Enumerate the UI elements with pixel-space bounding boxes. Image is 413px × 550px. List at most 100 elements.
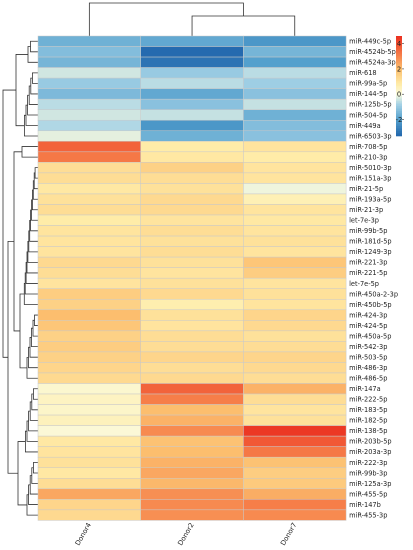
row-label: miR-222-5p [349, 396, 387, 404]
heatmap-cell [37, 130, 141, 142]
colorbar-segment [396, 66, 402, 68]
colorbar-segment [396, 86, 402, 88]
heatmap-cell [243, 56, 347, 68]
heatmap-cell [243, 330, 347, 342]
dendrogram-branch [30, 77, 38, 95]
heatmap-cell [140, 214, 244, 226]
heatmap-cell [140, 393, 244, 405]
heatmap-cell [140, 56, 244, 68]
colorbar-segment [396, 62, 402, 65]
dendrogram-branch [30, 40, 38, 53]
colorbar-segment [396, 51, 402, 53]
heatmap-cell [243, 383, 347, 395]
heatmap-cell [37, 77, 141, 89]
heatmap-cell [37, 393, 141, 405]
heatmap-cell [37, 372, 141, 384]
heatmap-cell [140, 225, 244, 237]
colorbar-segment [396, 96, 402, 98]
colorbar-segment [396, 57, 402, 60]
heatmap-cell [140, 77, 244, 89]
heatmap-cell [37, 309, 141, 321]
row-label: miR-5010-3p [349, 164, 392, 172]
heatmap-cell [37, 225, 141, 237]
colorbar-tick-label: 0 [397, 91, 401, 99]
row-label: miR-1249-3p [349, 248, 392, 256]
heatmap-cell [140, 383, 244, 395]
heatmap-cell [140, 446, 244, 458]
row-label: miR-4524a-3p [349, 59, 396, 67]
colorbar-segment [396, 119, 402, 122]
row-label: miR-449a [349, 122, 381, 130]
colorbar-segment [396, 64, 402, 67]
heatmap-cell [243, 256, 347, 268]
heatmap-cell [243, 435, 347, 447]
heatmap-cell [37, 362, 141, 374]
heatmap-cell [140, 172, 244, 184]
heatmap-cell [37, 88, 141, 100]
heatmap-cell [140, 46, 244, 58]
colorbar-segment [396, 134, 402, 137]
heatmap-cell [243, 77, 347, 89]
heatmap-cell [37, 119, 141, 132]
row-label: miR-424-5p [349, 322, 387, 330]
row-label: miR-542-3p [349, 343, 387, 351]
heatmap-cell [243, 204, 347, 216]
dendrogram-branch [88, 2, 244, 36]
heatmap-cell [37, 162, 141, 174]
heatmap-cell [243, 362, 347, 374]
heatmap-cell [140, 246, 244, 258]
heatmap-cell [37, 488, 141, 500]
row-label: miR-193a-5p [349, 196, 391, 204]
heatmap-cell [37, 35, 141, 47]
colorbar-segment [396, 112, 402, 115]
colorbar-segment [396, 76, 402, 78]
heatmap-cell [37, 351, 141, 363]
colorbar-segment [396, 107, 402, 110]
dendrogram-branch [31, 327, 38, 348]
row-label: miR-138-5p [349, 427, 387, 435]
heatmap-cell [37, 193, 141, 205]
row-label: miR-708-5p [349, 143, 387, 151]
heatmap-cell [37, 341, 141, 353]
heatmap-cell [37, 246, 141, 258]
dendrogram-branch [27, 46, 38, 63]
colorbar-segment [396, 84, 402, 87]
row-label: miR-450b-5p [349, 301, 391, 309]
colorbar-segment [396, 59, 402, 62]
heatmap-cell [37, 141, 141, 153]
colorbar-segment [396, 92, 402, 95]
heatmap-cell [243, 404, 347, 416]
heatmap-cell [37, 235, 141, 247]
heatmap-cell [140, 404, 244, 416]
heatmap-cell [140, 499, 244, 511]
colorbar-segment [396, 87, 402, 90]
colorbar-tick-label: 2 [397, 65, 401, 73]
row-label: miR-21-3p [349, 206, 383, 214]
dendrogram-branch [29, 475, 38, 495]
row-label: miR-210-3p [349, 153, 387, 161]
heatmap-cell [140, 309, 244, 321]
heatmap-cell [243, 509, 347, 521]
row-label: miR-99b-5p [349, 227, 387, 235]
dendrogram-branch [29, 401, 38, 421]
row-label: miR-455-5p [349, 490, 387, 498]
colorbar-segment [396, 54, 402, 57]
heatmap-cell [243, 414, 347, 426]
colorbar-segment [396, 109, 402, 112]
heatmap-cell [243, 309, 347, 321]
colorbar-segment [396, 89, 402, 92]
row-label: miR-125b-5p [349, 101, 391, 109]
heatmap-cell [140, 509, 244, 521]
heatmap-cell [37, 214, 141, 226]
heatmap-cell [140, 414, 244, 426]
row-label: miR-21-5p [349, 185, 383, 193]
colorbar-segment [396, 74, 402, 77]
heatmap-cell [37, 256, 141, 268]
dendrogram-branch [32, 319, 38, 337]
row-dendrogram [2, 40, 38, 516]
heatmap-cell [37, 46, 141, 58]
heatmap-cell [140, 67, 244, 79]
heatmap-cell [140, 109, 244, 121]
row-label: miR-450a-5p [349, 332, 391, 340]
